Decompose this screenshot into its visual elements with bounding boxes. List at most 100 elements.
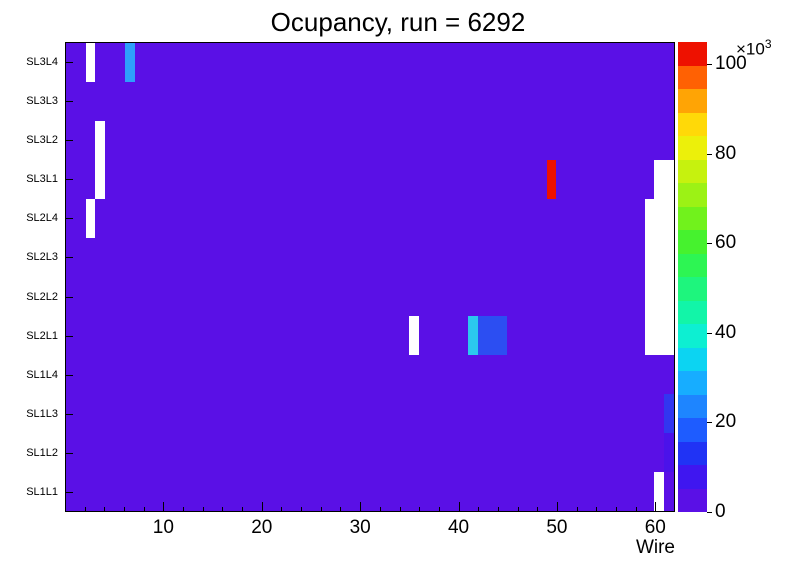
colorbar-band-12: [678, 206, 707, 230]
x-axis-minor-tick: [576, 507, 578, 512]
x-axis-minor-tick: [340, 507, 342, 512]
x-axis-minor-tick: [615, 507, 617, 512]
colorbar-tick-label: 20: [715, 411, 737, 433]
x-axis-minor-tick: [84, 507, 86, 512]
colorbar-tick: [707, 422, 712, 424]
colorbar-band-8: [678, 300, 707, 324]
x-axis-minor-tick: [438, 507, 440, 512]
y-axis-label-sl3l1: SL3L1: [26, 173, 58, 186]
x-axis-tick-label: 50: [546, 517, 568, 538]
x-axis-minor-tick: [596, 507, 598, 512]
y-axis-label-sl2l2: SL2L2: [26, 290, 58, 303]
heatmap-cell-sl2l1-wire42: [468, 316, 478, 355]
x-axis-major-tick: [163, 502, 165, 512]
colorbar-band-15: [678, 136, 707, 160]
y-axis-label-sl2l1: SL2L1: [26, 329, 58, 342]
colorbar-band-16: [678, 112, 707, 136]
heatmap-cell-sl1l2-wire62: [664, 433, 674, 472]
y-axis-label-sl3l3: SL3L3: [26, 94, 58, 107]
y-axis-tick: [66, 218, 73, 220]
multiplier-exponent: 3: [764, 37, 772, 51]
heatmap-cell-sl3l1-wire61: [654, 160, 674, 199]
colorbar-band-7: [678, 324, 707, 348]
colorbar-band-18: [678, 65, 707, 89]
heatmap-cell-sl2l3-wire60: [644, 238, 674, 277]
heatmap-cell-sl1l1-wire61: [654, 472, 665, 511]
colorbar-band-10: [678, 253, 707, 277]
heatmap-cell-sl2l1-wire60: [644, 316, 674, 355]
x-axis-minor-tick: [281, 507, 283, 512]
x-axis-tick-label: 40: [447, 517, 470, 538]
colorbar-band-5: [678, 371, 707, 395]
heatmap-cell-sl2l4-wire3: [85, 198, 96, 238]
x-axis-minor-tick: [183, 507, 185, 512]
heatmap-cell-sl3l1-wire50: [546, 160, 557, 199]
heatmap-cell-sl2l1-wire36: [409, 316, 420, 355]
x-axis-minor-tick: [143, 507, 145, 512]
colorbar-tick-label: 80: [715, 142, 737, 164]
x-axis-major-tick: [655, 502, 657, 512]
x-axis-minor-tick: [517, 507, 519, 512]
x-axis-major-tick: [360, 502, 362, 512]
y-axis-tick: [66, 296, 73, 298]
colorbar-band-1: [678, 465, 707, 489]
x-axis-minor-tick: [399, 507, 401, 512]
y-axis-tick: [66, 61, 73, 63]
x-axis-tick-label: 20: [251, 517, 273, 538]
colorbar-tick: [707, 153, 712, 155]
x-axis-minor-tick: [497, 507, 499, 512]
colorbar-tick: [707, 332, 712, 334]
colorbar-tick-label: 100: [715, 53, 747, 75]
colorbar-band-14: [678, 159, 707, 183]
colorbar-tick: [707, 243, 712, 245]
y-axis-tick: [66, 453, 73, 455]
x-axis-major-tick: [261, 502, 263, 512]
x-axis-minor-tick: [478, 507, 480, 512]
colorbar-band-9: [678, 277, 707, 301]
colorbar-tick-label: 40: [715, 321, 737, 343]
y-axis-label-sl1l3: SL1L3: [26, 408, 58, 421]
y-axis-label-sl1l4: SL1L4: [26, 368, 58, 381]
colorbar-band-13: [678, 183, 707, 207]
y-axis-tick: [66, 100, 73, 102]
y-axis-label-sl3l4: SL3L4: [26, 55, 58, 68]
colorbar-band-17: [678, 89, 707, 113]
heatmap-cell-sl2l4-wire60: [644, 198, 674, 238]
x-axis-minor-tick: [222, 507, 224, 512]
colorbar-band-0: [678, 488, 707, 512]
y-axis-tick: [66, 257, 73, 259]
y-axis-label-sl3l2: SL3L2: [26, 133, 58, 146]
heatmap-cell-sl3l2-wire4: [95, 120, 106, 160]
colorbar-band-6: [678, 347, 707, 371]
colorbar-band-11: [678, 230, 707, 254]
colorbar-multiplier: ×103: [736, 37, 772, 60]
x-axis-major-tick: [556, 502, 558, 512]
x-axis-tick-label: 60: [644, 517, 666, 538]
x-axis-minor-tick: [635, 507, 637, 512]
heatmap-cell-sl2l2-wire60: [644, 277, 674, 316]
y-axis-tick: [66, 414, 73, 416]
colorbar-gradient: [678, 42, 707, 512]
x-axis-minor-tick: [124, 507, 126, 512]
y-axis-label-sl2l4: SL2L4: [26, 212, 58, 225]
x-axis-minor-tick: [104, 507, 106, 512]
x-axis-minor-tick: [301, 507, 303, 512]
x-axis-minor-tick: [379, 507, 381, 512]
x-axis-title: Wire: [635, 537, 675, 558]
heatmap-cell-sl1l3-wire62: [664, 394, 674, 433]
heatmap-cell-sl3l4-wire7: [124, 43, 135, 82]
x-axis-minor-tick: [419, 507, 421, 512]
y-axis-label-sl1l2: SL1L2: [26, 447, 58, 460]
colorbar-band-3: [678, 418, 707, 442]
chart-title: Ocupancy, run = 6292: [270, 7, 526, 37]
colorbar-tick-label: 0: [715, 501, 726, 522]
y-axis-tick: [66, 492, 73, 494]
x-axis-minor-tick: [537, 507, 539, 512]
colorbar-tick: [707, 64, 712, 66]
x-axis-minor-tick: [202, 507, 204, 512]
heatmap-cell-sl3l4-wire3: [85, 43, 96, 82]
y-axis-label-sl2l3: SL2L3: [26, 251, 58, 264]
y-axis-tick: [66, 335, 73, 337]
heatmap-cell-sl3l1-wire4: [95, 160, 106, 199]
colorbar-band-2: [678, 441, 707, 465]
